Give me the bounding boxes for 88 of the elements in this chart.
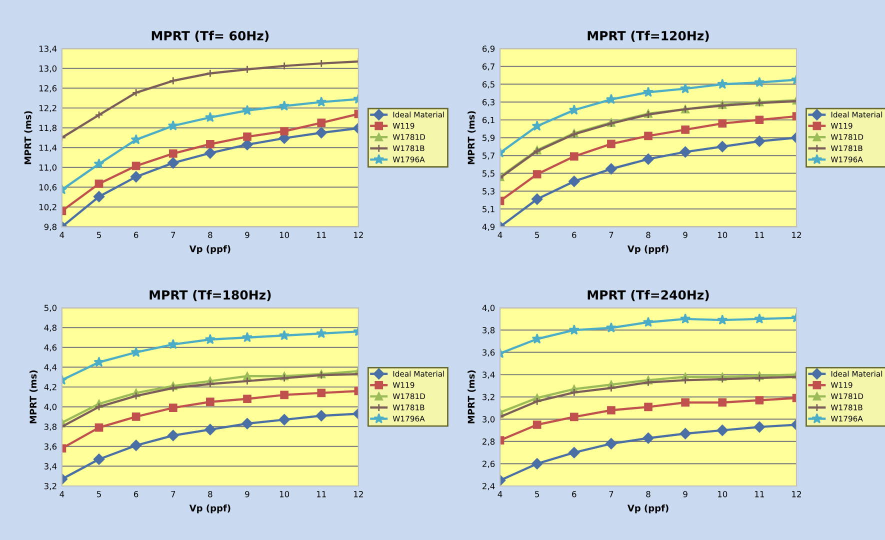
x-tick-label: 9: [683, 491, 688, 498]
x-tick-label: 12: [792, 491, 801, 498]
x-tick-label: 8: [646, 232, 650, 238]
y-tick-label: 4,0: [482, 304, 495, 312]
x-tick-label: 6: [572, 232, 576, 238]
x-tick-label: 4: [60, 232, 64, 238]
y-tick-label: 9,8: [44, 224, 57, 231]
y-tick-label: 2,8: [482, 438, 495, 446]
y-tick-label: 4,9: [482, 224, 495, 231]
y-tick-label: 4,6: [44, 344, 57, 352]
y-tick-label: 5,1: [482, 206, 494, 214]
x-tick-label: 6: [134, 232, 138, 238]
y-tick-label: 3,0: [482, 416, 495, 424]
x-tick-label: 9: [683, 232, 688, 238]
y-tick-label: 10,2: [39, 204, 56, 212]
y-axis-title: MPRT (ms): [468, 111, 476, 164]
y-tick-label: 13,0: [39, 65, 57, 73]
y-axis-title: MPRT (ms): [30, 370, 38, 424]
y-tick-label: 3,4: [482, 372, 495, 379]
x-tick-label: 11: [316, 232, 326, 238]
x-tick-label: 8: [646, 491, 650, 498]
y-tick-label: 10,6: [39, 184, 57, 192]
y-tick-label: 6,1: [482, 116, 494, 124]
y-tick-label: 3,6: [482, 349, 495, 356]
x-tick-label: 5: [97, 491, 101, 498]
x-tick-label: 10: [718, 491, 728, 498]
y-tick-label: 6,5: [482, 81, 494, 88]
x-tick-label: 12: [354, 491, 363, 498]
x-tick-label: 12: [792, 232, 801, 238]
x-tick-label: 7: [609, 232, 614, 238]
x-tick-label: 11: [755, 491, 764, 498]
x-axis-title: Vp (ppf): [189, 504, 230, 514]
y-tick-label: 3,8: [44, 424, 57, 431]
y-tick-label: 5,3: [482, 188, 494, 196]
y-tick-label: 4,4: [44, 364, 57, 372]
x-tick-label: 5: [535, 232, 540, 238]
y-tick-label: 4,2: [44, 384, 56, 392]
y-tick-label: 2,6: [482, 460, 495, 468]
x-tick-label: 9: [245, 232, 250, 238]
x-tick-label: 11: [755, 232, 764, 238]
y-tick-label: 12,6: [39, 85, 57, 92]
x-tick-label: 4: [498, 491, 502, 498]
x-tick-label: 7: [171, 232, 176, 238]
x-tick-label: 8: [208, 232, 212, 238]
y-tick-label: 6,9: [482, 46, 495, 53]
y-axis-title: MPRT (ms): [24, 111, 32, 164]
x-axis-title: Vp (ppf): [627, 504, 668, 514]
y-tick-label: 6,7: [482, 63, 494, 71]
x-tick-label: 12: [354, 232, 363, 238]
x-tick-label: 7: [609, 491, 614, 498]
x-tick-label: 8: [208, 491, 212, 498]
x-tick-label: 10: [280, 232, 290, 238]
y-tick-label: 5,5: [482, 170, 494, 178]
y-tick-label: 5,9: [482, 134, 495, 142]
y-axis-title: MPRT (ms): [468, 370, 476, 424]
x-tick-label: 6: [572, 491, 576, 498]
y-tick-label: 2,4: [482, 482, 495, 490]
y-tick-label: 11,8: [39, 124, 57, 132]
y-tick-label: 12,2: [39, 104, 56, 112]
x-tick-label: 10: [280, 491, 290, 498]
x-tick-label: 5: [97, 232, 101, 238]
x-tick-label: 9: [245, 491, 250, 498]
x-tick-label: 4: [498, 232, 502, 238]
y-tick-label: 5,0: [44, 304, 57, 312]
x-tick-label: 10: [718, 232, 728, 238]
x-axis-title: Vp (ppf): [189, 245, 230, 254]
y-tick-label: 3,6: [44, 443, 57, 451]
x-tick-label: 6: [134, 491, 138, 498]
y-tick-label: 4,8: [44, 324, 57, 332]
y-tick-label: 5,7: [482, 152, 494, 160]
y-tick-label: 13,4: [39, 46, 57, 53]
chart-title: MPRT (Tf=120Hz): [588, 30, 709, 42]
x-tick-label: 7: [171, 491, 176, 498]
y-tick-label: 11,0: [39, 164, 57, 172]
y-tick-label: 6,3: [482, 99, 494, 106]
y-tick-label: 3,2: [482, 394, 494, 402]
y-tick-label: 4,0: [44, 404, 57, 411]
x-tick-label: 11: [316, 491, 326, 498]
chart-title: MPRT (Tf=180Hz): [150, 290, 271, 302]
y-tick-label: 3,8: [482, 327, 495, 334]
y-tick-label: 11,4: [39, 144, 57, 152]
x-tick-label: 5: [535, 491, 540, 498]
y-tick-label: 3,2: [44, 482, 56, 490]
x-tick-label: 4: [60, 491, 64, 498]
chart-title: MPRT (Tf=240Hz): [588, 290, 709, 302]
x-axis-title: Vp (ppf): [627, 245, 668, 254]
y-tick-label: 3,4: [44, 463, 57, 470]
chart-title: MPRT (Tf= 60Hz): [152, 30, 269, 42]
